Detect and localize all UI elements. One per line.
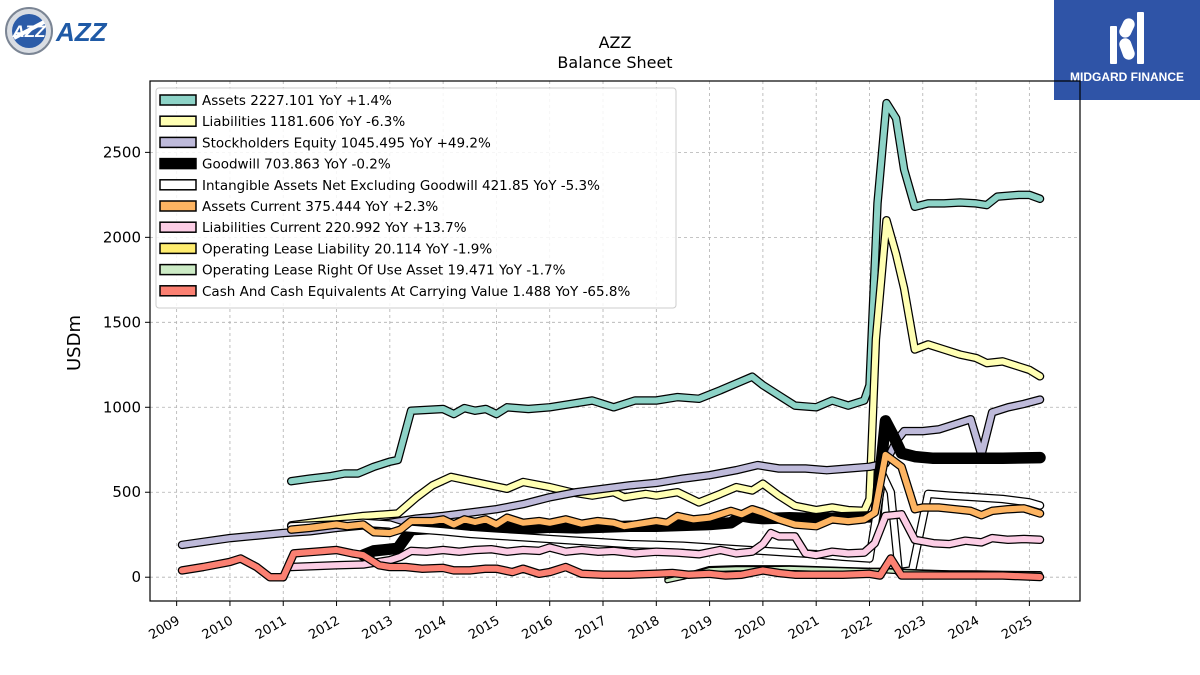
azz-logo-text: AZZ [55,17,108,47]
axis-ticks: 2009 2010 2011 2012 2013 2014 2015 2016 2017 2018… [103,143,1036,643]
legend-label: Stockholders Equity 1045.495 YoY +49.2% [202,135,491,151]
series-line-cash-and-cash-equivalents-at-carrying-value [179,547,1043,581]
legend-swatch [159,285,197,297]
series-line-liabilities [288,217,1043,529]
x-tick-label: 2017 [573,613,609,643]
x-tick-label: 2020 [733,613,769,643]
x-tick-label: 2018 [626,613,662,643]
x-tick-label: 2009 [146,613,182,643]
x-tick-label: 2023 [893,613,929,643]
x-tick-label: 2010 [200,613,236,643]
y-tick-label: 2000 [103,228,141,246]
x-tick-label: 2012 [306,613,342,643]
legend-swatch [159,200,197,212]
y-tick-label: 1000 [103,398,141,416]
legend-swatch [159,157,197,170]
legend-label: Assets 2227.101 YoY +1.4% [202,93,392,109]
x-tick-label: 2024 [946,613,982,643]
azz-logo-text-inner: AZZ [11,22,46,41]
x-tick-label: 2016 [520,613,556,643]
legend-label: Liabilities Current 220.992 YoY +13.7% [202,220,467,236]
legend-swatch [159,242,197,255]
midgard-finance-logo: MIDGARD FINANCE [1054,0,1200,100]
y-tick-label: 2500 [103,143,141,161]
legend-label: Operating Lease Right Of Use Asset 19.47… [202,263,566,279]
x-tick-label: 2013 [360,613,396,643]
legend-label: Liabilities 1181.606 YoY -6.3% [202,114,405,130]
y-tick-label: 1500 [103,313,141,331]
series-line-assets-current [288,451,1043,536]
legend-label: Operating Lease Liability 20.114 YoY -1.… [202,241,492,257]
legend-label: Goodwill 703.863 YoY -0.2% [202,157,391,173]
x-tick-label: 2021 [786,613,822,643]
legend-swatch [159,179,197,191]
legend-swatch [159,136,197,149]
x-tick-label: 2011 [253,613,289,643]
y-tick-label: 0 [131,568,141,586]
legend-label: Intangible Assets Net Excluding Goodwill… [202,178,600,194]
y-tick-label: 500 [112,483,141,501]
x-tick-label: 2014 [413,613,449,643]
legend-label: Cash And Cash Equivalents At Carrying Va… [202,284,630,300]
legend-swatch [159,263,197,276]
series-lines [177,98,1046,584]
series-line-intangible-assets-net-excluding-goodwill [288,472,1043,576]
midgard-finance-logo-text: MIDGARD FINANCE [1070,70,1184,84]
x-tick-label: 2022 [839,613,875,643]
plot-frame [149,80,1081,602]
series-line-assets [288,100,1043,485]
legend-label: Assets Current 375.444 YoY +2.3% [202,199,438,215]
y-axis-label: USDm [64,315,85,371]
azz-logo: AZZ AZZ [4,6,134,56]
chart-subtitle: Balance Sheet [557,53,672,72]
legend-swatch [159,94,197,106]
x-tick-label: 2015 [466,613,502,643]
x-tick-label: 2025 [999,613,1035,643]
series-line-liabilities-current [288,511,1043,570]
legend-swatch [159,221,197,233]
chart-title: AZZ [599,33,632,52]
x-tick-label: 2019 [679,613,715,643]
legend: Assets 2227.101 YoY +1.4% Liabilities 118… [155,87,677,309]
legend-box [155,87,677,309]
legend-swatch [159,115,197,127]
